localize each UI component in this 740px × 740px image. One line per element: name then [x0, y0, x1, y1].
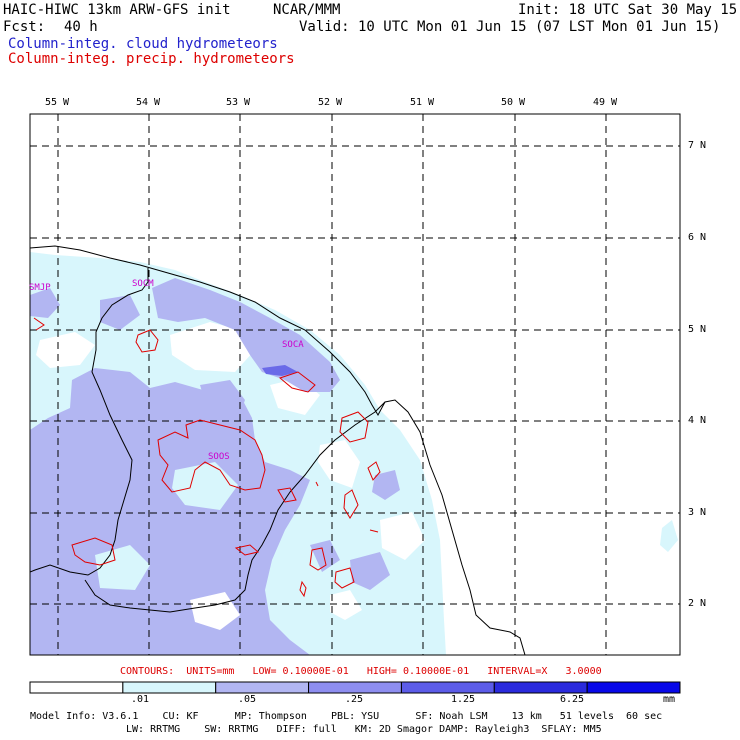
clear-area — [172, 462, 238, 510]
station-label-soos: SOOS — [208, 452, 230, 462]
colorbar-units: mm — [663, 694, 676, 705]
colorbar-tick-3: .25 — [345, 694, 364, 705]
forecast-label: Fcst: — [3, 19, 46, 35]
colorbar-tick-1: .01 — [131, 694, 150, 705]
map-frame — [29, 113, 681, 656]
init-time: Init: 18 UTC Sat 30 May 15 — [518, 2, 738, 18]
cloud-field-medium — [372, 470, 400, 500]
coastline — [30, 245, 526, 655]
lon-label-52w: 52 W — [318, 97, 343, 108]
lat-label-3n: 3 N — [688, 507, 707, 518]
lon-label-49w: 49 W — [593, 97, 618, 108]
cloud-field-medium — [152, 278, 340, 392]
colorbar-tick-5: 6.25 — [560, 694, 585, 705]
footer-physics-info: LW: RRTMG SW: RRTMG DIFF: full KM: 2D Sm… — [126, 724, 602, 735]
cloud-field-medium — [100, 295, 140, 330]
border-suriname-guiana — [84, 401, 386, 613]
lon-label-55w: 55 W — [45, 97, 70, 108]
cloud-field-dark — [262, 365, 298, 376]
lon-label-53w: 53 W — [226, 97, 251, 108]
border-suriname-guyana — [30, 268, 149, 576]
contour-info: CONTOURS: UNITS=mm LOW= 0.10000E-01 HIGH… — [120, 666, 602, 677]
field-cloud-label: Column-integ. cloud hydrometeors — [8, 36, 278, 52]
clear-area — [170, 322, 255, 372]
station-label-socm: SOCM — [132, 279, 154, 289]
lat-label-5n: 5 N — [688, 324, 707, 335]
forecast-hours: 40 h — [64, 19, 98, 35]
colorbar-tick-4: 1.25 — [451, 694, 476, 705]
clear-area — [318, 440, 360, 488]
station-label-smjp: SMJP — [29, 283, 51, 293]
clear-area — [330, 590, 362, 620]
valid-time: Valid: 10 UTC Mon 01 Jun 15 (07 LST Mon … — [299, 19, 721, 35]
clear-area — [380, 512, 425, 560]
lon-label-50w: 50 W — [501, 97, 526, 108]
field-precip-label: Column-integ. precip. hydrometeors — [8, 51, 295, 67]
cloud-field-light — [660, 520, 678, 552]
colorbar-tick-2: .05 — [238, 694, 257, 705]
lat-label-7n: 7 N — [688, 140, 707, 151]
lon-label-54w: 54 W — [136, 97, 161, 108]
footer-model-info: Model Info: V3.6.1 CU: KF MP: Thompson P… — [30, 711, 663, 722]
clear-area — [36, 332, 95, 368]
cloud-field-medium — [200, 380, 245, 420]
precip-contours — [33, 317, 381, 598]
cloud-field-medium — [30, 288, 60, 318]
lat-label-2n: 2 N — [688, 598, 707, 609]
station-label-soca: SOCA — [282, 340, 304, 350]
graticule — [30, 114, 680, 655]
model-title: HAIC-HIWC 13km ARW-GFS init — [3, 2, 231, 18]
org-label: NCAR/MMM — [273, 2, 341, 18]
frame-ticks — [57, 114, 607, 119]
lat-label-4n: 4 N — [688, 415, 707, 426]
lat-label-6n: 6 N — [688, 232, 707, 243]
cloud-field-medium — [350, 552, 390, 590]
lon-label-51w: 51 W — [410, 97, 435, 108]
